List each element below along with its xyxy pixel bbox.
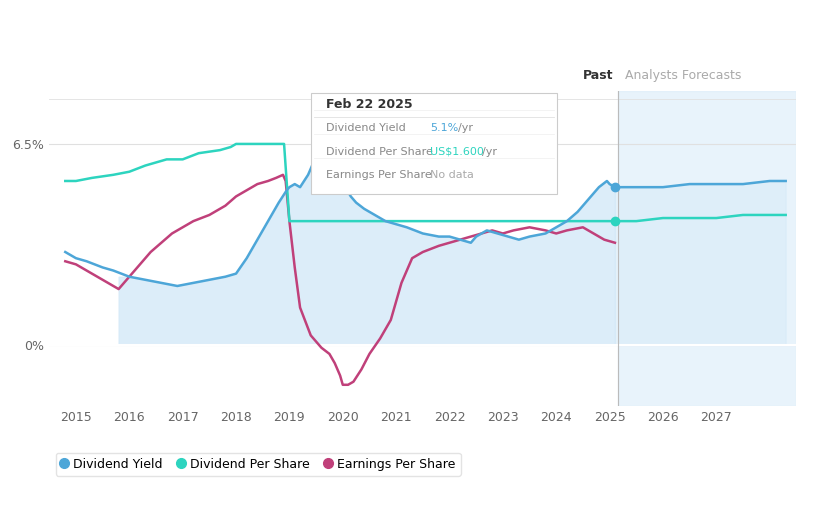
Text: Analysts Forecasts: Analysts Forecasts [625,69,741,82]
Text: 5.1%: 5.1% [430,123,459,133]
Text: Feb 22 2025: Feb 22 2025 [326,98,412,111]
Text: Dividend Per Share: Dividend Per Share [326,146,433,156]
Text: /yr: /yr [458,123,473,133]
FancyBboxPatch shape [310,93,557,194]
Bar [617,91,796,406]
Text: /yr: /yr [482,146,497,156]
Legend: Dividend Yield, Dividend Per Share, Earnings Per Share: Dividend Yield, Dividend Per Share, Earn… [56,453,461,475]
Text: Earnings Per Share: Earnings Per Share [326,170,432,180]
Text: Dividend Yield: Dividend Yield [326,123,406,133]
Text: US$1.600: US$1.600 [430,146,484,156]
Text: No data: No data [430,170,475,180]
Text: Past: Past [584,69,614,82]
